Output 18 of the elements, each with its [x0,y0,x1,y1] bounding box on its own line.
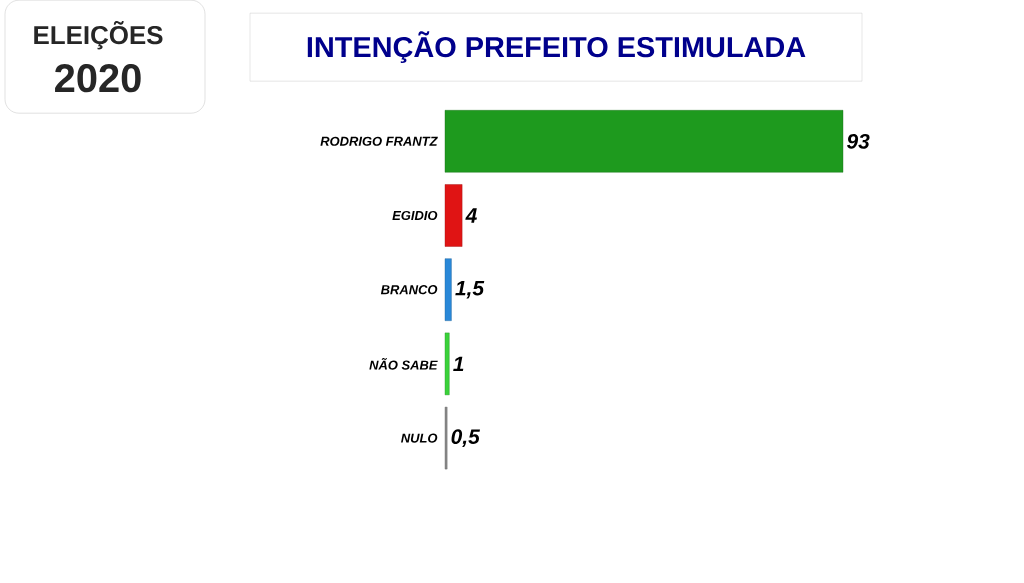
y-tick-label: NULO [401,433,438,443]
bar [444,332,450,395]
bar [444,258,452,321]
data-label: 0,5 [451,429,480,447]
data-label: 93 [847,133,870,149]
text: ELEIÇÕES [34,20,163,50]
chart-title: INTENÇÃO PREFEITO ESTIMULADA [307,31,806,63]
text: 2020 [55,63,141,93]
data-label: 4 [465,208,477,223]
y-tick-label: BRANCO [380,285,438,295]
bar [444,184,463,247]
bar [444,406,448,470]
bar [444,109,844,173]
data-label: 1 [453,356,464,371]
data-label: 1,5 [455,280,485,299]
y-tick-label: EGIDIO [392,210,438,220]
y-tick-label: RODRIGO FRANTZ [320,136,438,146]
y-tick-label: NÃO SABE [369,357,438,370]
